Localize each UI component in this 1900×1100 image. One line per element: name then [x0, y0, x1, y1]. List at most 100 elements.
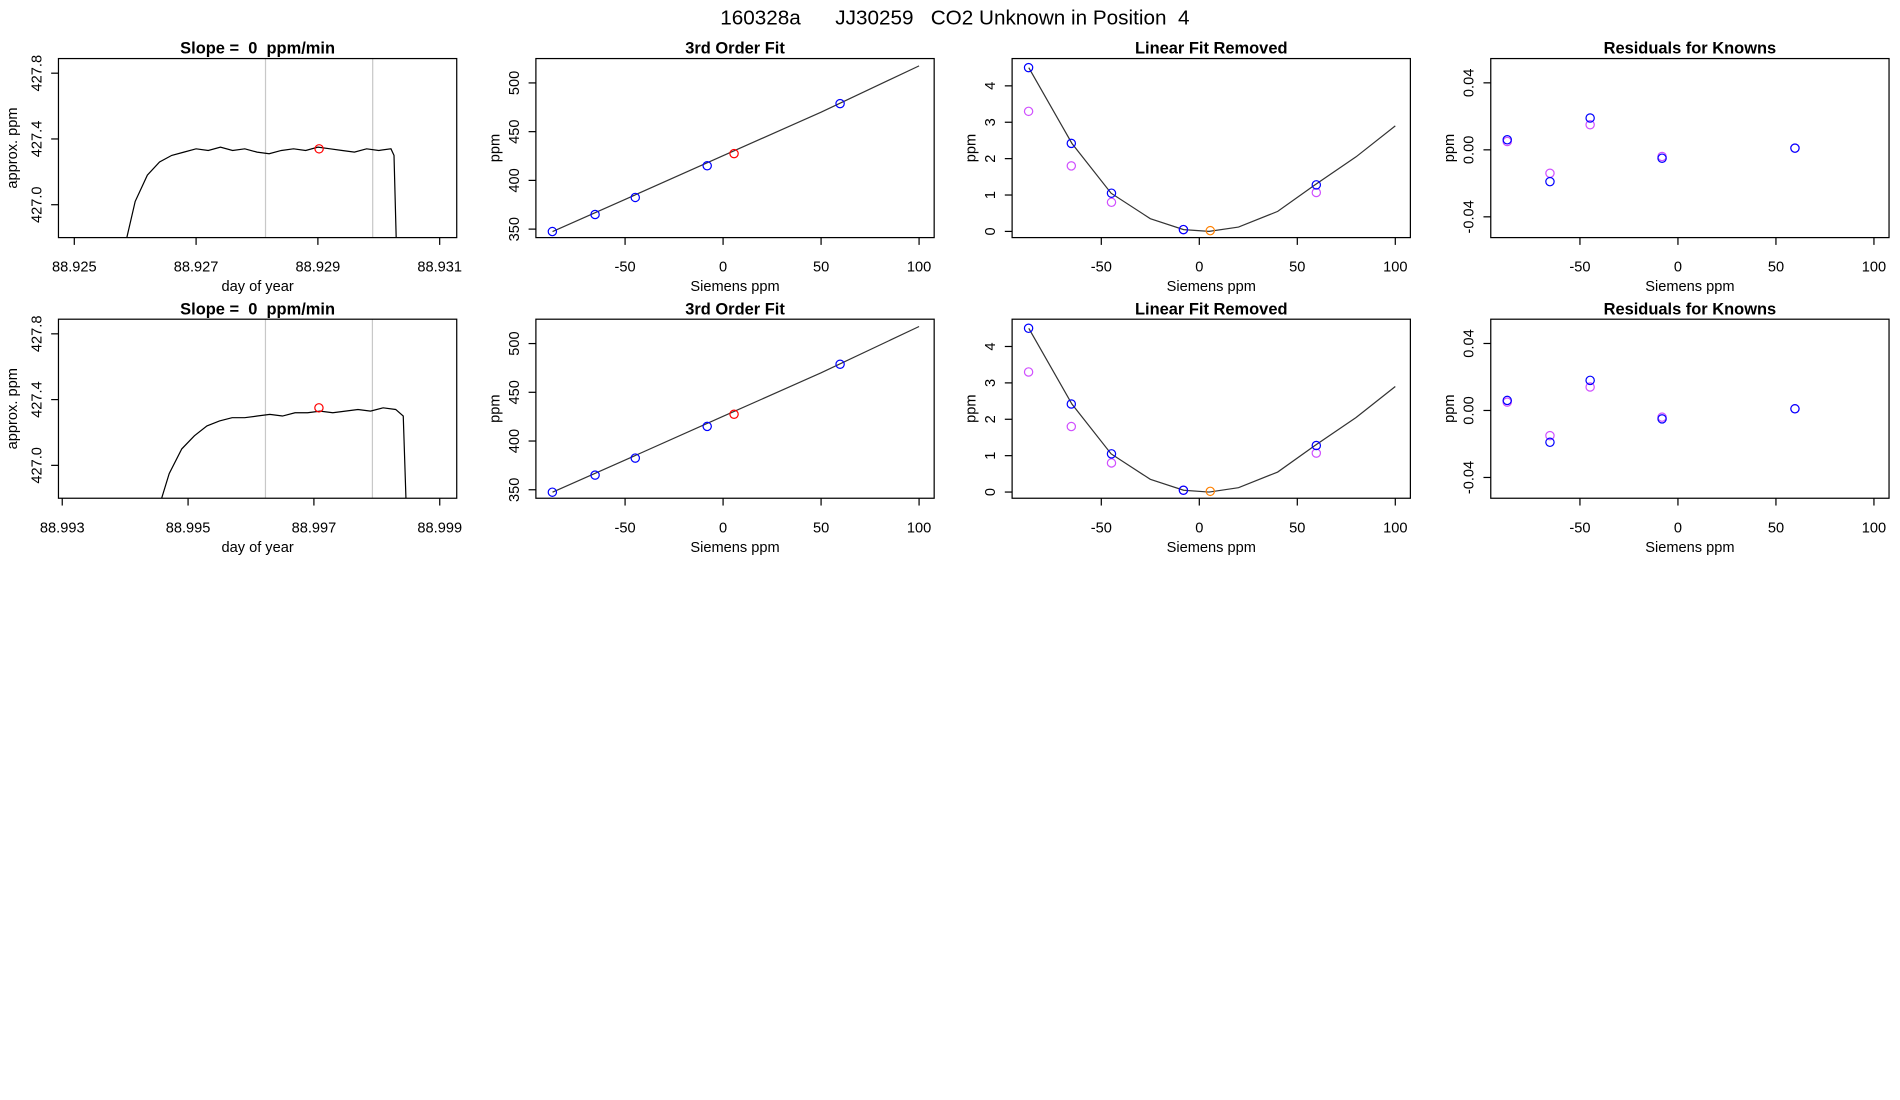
x-tick-label: 50: [1289, 260, 1305, 276]
panel: Slope = 0 ppm/min day of year approx. ppm 8…: [5, 300, 462, 556]
x-tick-label: 100: [1383, 520, 1407, 536]
x-tick-label: 50: [1768, 260, 1784, 276]
x-tick-label: 100: [1862, 260, 1886, 276]
x-axis-label: Siemens ppm: [690, 540, 779, 556]
data-point: [1205, 225, 1216, 236]
y-tick-label: 500: [507, 71, 523, 95]
data-point: [1545, 176, 1555, 187]
x-tick-label: 0: [1674, 260, 1682, 276]
y-tick-label: 0.00: [1462, 136, 1478, 164]
y-tick-label: 427.4: [29, 381, 45, 418]
data-point: [314, 403, 324, 413]
y-tick-label: 0.00: [1462, 396, 1478, 424]
data-point: [1657, 414, 1667, 424]
data-point: [1023, 367, 1034, 377]
y-tick-label: 450: [507, 119, 523, 143]
y-tick-label: 427.4: [29, 121, 45, 158]
series-line: [126, 146, 397, 238]
x-axis-label: Siemens ppm: [690, 279, 779, 295]
y-tick-label: 1: [983, 452, 999, 460]
x-tick-label: 0: [719, 260, 727, 276]
y-tick-label: 400: [507, 168, 523, 192]
data-point: [1106, 188, 1117, 198]
x-tick-label: 88.995: [166, 520, 211, 536]
x-tick-label: 88.927: [174, 260, 219, 276]
y-tick-label: 4: [983, 342, 999, 350]
panel-title: 3rd Order Fit: [685, 300, 785, 318]
plot-area: [547, 325, 920, 497]
x-tick-label: 100: [907, 520, 931, 536]
series-line: [1028, 67, 1396, 233]
y-tick-label: 450: [507, 380, 523, 404]
data-point: [1311, 440, 1322, 451]
x-tick-label: 0: [719, 520, 727, 536]
x-axis-label: day of year: [221, 279, 293, 295]
data-point: [729, 148, 739, 159]
panel-title: Slope = 0 ppm/min: [180, 300, 335, 318]
panel-title: Linear Fit Removed: [1135, 40, 1288, 58]
x-tick-label: 0: [1195, 520, 1203, 536]
panel-title: Linear Fit Removed: [1135, 300, 1288, 318]
y-tick-label: 500: [507, 331, 523, 355]
x-tick-label: 50: [813, 260, 829, 276]
data-point: [1023, 323, 1034, 334]
y-tick-label: 427.0: [29, 447, 45, 484]
x-tick-label: 0: [1674, 520, 1682, 536]
x-tick-label: 0: [1195, 260, 1203, 276]
plot-area: [1023, 62, 1396, 236]
data-point: [1311, 187, 1322, 198]
data-point: [835, 98, 845, 109]
data-point: [1023, 106, 1034, 117]
plot-frame: [1490, 57, 1890, 239]
data-point: [1585, 375, 1595, 386]
series-line: [161, 407, 407, 499]
panel: 3rd Order Fit Siemens ppm ppm -50 0 50 100 350 4…: [487, 40, 935, 295]
x-axis-label: Siemens ppm: [1167, 540, 1256, 556]
plot-frame: [1011, 57, 1411, 239]
plot-frame: [1011, 318, 1411, 499]
y-tick-label: 350: [507, 478, 523, 502]
x-tick-label: 88.999: [417, 520, 462, 536]
x-tick-label: -50: [1569, 520, 1590, 536]
panel: 3rd Order Fit Siemens ppm ppm -50 0 50 100 350 4…: [487, 300, 935, 556]
y-tick-label: 3: [983, 118, 999, 126]
plot-area: [1502, 375, 1800, 448]
y-tick-label: 0: [983, 227, 999, 235]
x-tick-label: -50: [1569, 260, 1590, 276]
y-tick-label: 427.0: [29, 186, 45, 223]
x-tick-label: -50: [1091, 260, 1112, 276]
data-point: [1545, 437, 1555, 448]
x-tick-label: -50: [615, 260, 636, 276]
panel: Slope = 0 ppm/min day of year approx. ppm 8…: [5, 40, 462, 295]
x-axis-label: Siemens ppm: [1645, 540, 1734, 556]
data-point: [314, 144, 324, 154]
plot-frame: [535, 57, 935, 239]
data-point: [1106, 197, 1117, 208]
y-axis-label: approx. ppm: [5, 107, 21, 188]
y-tick-label: 2: [983, 415, 999, 423]
data-point: [630, 453, 641, 463]
y-axis-label: approx. ppm: [5, 368, 21, 449]
x-tick-label: 50: [1768, 520, 1784, 536]
figure-title: 160328a JJ30259 CO2 Unknown in Position …: [720, 6, 1189, 29]
y-axis-label: ppm: [487, 395, 503, 423]
data-point: [1585, 382, 1595, 392]
plot-frame: [1490, 318, 1890, 499]
data-point: [1585, 119, 1595, 130]
data-point: [1106, 449, 1117, 459]
data-point: [1311, 180, 1322, 190]
y-tick-label: 2: [983, 155, 999, 163]
panel-title: Slope = 0 ppm/min: [180, 40, 335, 58]
y-axis-label: ppm: [1442, 134, 1458, 162]
y-tick-label: 1: [983, 191, 999, 199]
data-point: [1311, 448, 1322, 458]
data-point: [547, 226, 558, 237]
data-point: [729, 409, 739, 419]
data-point: [1106, 458, 1117, 468]
data-point: [1545, 430, 1555, 441]
y-tick-label: 4: [983, 82, 999, 90]
x-axis-label: Siemens ppm: [1645, 279, 1734, 295]
series-line: [552, 65, 920, 233]
